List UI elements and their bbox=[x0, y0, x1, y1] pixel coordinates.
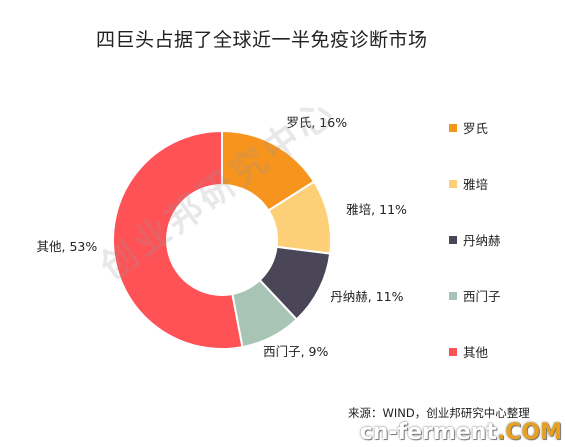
slice-label-4: 西门子, 9% bbox=[263, 343, 329, 359]
legend-swatch bbox=[449, 179, 457, 188]
chart-title: 四巨头占据了全球近一半免疫诊断市场 bbox=[96, 29, 428, 51]
legend-label: 丹纳赫 bbox=[463, 233, 501, 248]
site-logo-suffix: .COM bbox=[496, 420, 562, 445]
slice-label-2: 雅培, 11% bbox=[346, 201, 407, 217]
legend-swatch bbox=[449, 235, 457, 244]
slice-label-1: 罗氏, 16% bbox=[286, 114, 348, 130]
legend-label: 雅培 bbox=[463, 177, 489, 192]
slice-5 bbox=[112, 129, 244, 350]
legend-item-4: 西门子 bbox=[449, 286, 501, 305]
legend-label: 西门子 bbox=[463, 289, 501, 304]
legend-item-2: 雅培 bbox=[449, 174, 488, 193]
legend-label: 其他 bbox=[463, 345, 489, 360]
legend-item-5: 其他 bbox=[449, 342, 488, 361]
legend-item-1: 罗氏 bbox=[449, 118, 488, 137]
legend-swatch bbox=[449, 291, 457, 300]
legend-swatch bbox=[449, 347, 457, 356]
source-note: 来源：WIND，创业邦研究中心整理 bbox=[348, 406, 530, 420]
site-logo: cn-ferment.COM bbox=[360, 420, 562, 445]
legend-swatch bbox=[449, 123, 457, 132]
slice-label-3: 丹纳赫, 11% bbox=[330, 288, 404, 304]
slice-label-5: 其他, 53% bbox=[36, 238, 98, 254]
legend-label: 罗氏 bbox=[463, 121, 489, 136]
legend-item-3: 丹纳赫 bbox=[449, 230, 501, 249]
site-logo-name: cn-ferment bbox=[359, 420, 497, 445]
